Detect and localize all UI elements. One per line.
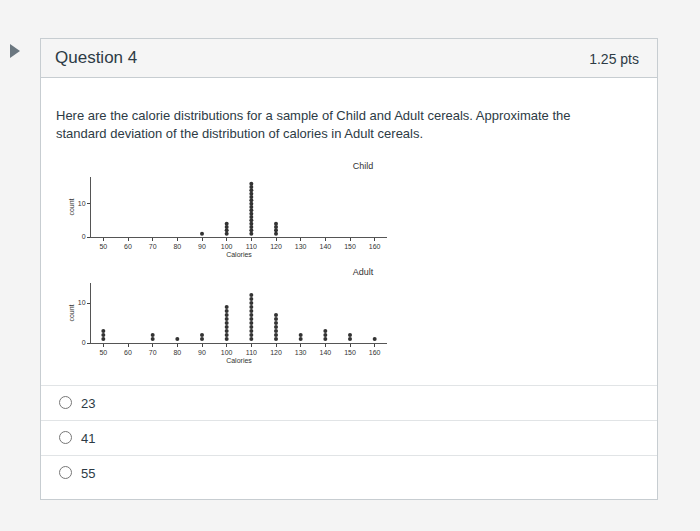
svg-text:50: 50: [99, 349, 107, 356]
svg-text:10: 10: [78, 299, 86, 306]
svg-text:120: 120: [270, 349, 282, 356]
svg-text:80: 80: [173, 349, 181, 356]
svg-text:50: 50: [99, 243, 107, 250]
svg-text:110: 110: [246, 243, 257, 250]
html-text:41: 41: [81, 431, 96, 446]
svg-text:140: 140: [319, 243, 331, 250]
svg-text:70: 70: [149, 349, 157, 356]
svg-text:90: 90: [198, 349, 206, 356]
html-text:Here are the calorie distribut: Here are the calorie distributions for a…: [56, 108, 571, 141]
svg-text:60: 60: [124, 349, 132, 356]
svg-text:80: 80: [173, 243, 181, 250]
svg-text:Calories: Calories: [226, 357, 252, 364]
svg-text:150: 150: [344, 243, 356, 250]
svg-text:120: 120: [270, 243, 282, 250]
svg-text:100: 100: [221, 349, 233, 356]
svg-text:0: 0: [82, 233, 86, 240]
html-text:55: 55: [81, 466, 96, 481]
svg-text:Calories: Calories: [226, 251, 252, 258]
svg-text:0: 0: [82, 339, 86, 346]
html-text:Question 4: Question 4: [55, 48, 138, 67]
svg-text:160: 160: [369, 243, 381, 250]
svg-text:count: count: [68, 304, 75, 321]
html-text:1.25 pts: 1.25 pts: [589, 51, 639, 67]
html-text:23: 23: [81, 396, 96, 411]
svg-text:count: count: [68, 198, 75, 215]
svg-text:Child: Child: [353, 161, 374, 171]
svg-text:Adult: Adult: [353, 267, 374, 277]
svg-text:10: 10: [78, 200, 86, 207]
svg-text:130: 130: [295, 243, 307, 250]
svg-text:160: 160: [369, 349, 381, 356]
svg-text:110: 110: [246, 349, 257, 356]
svg-text:90: 90: [198, 243, 206, 250]
svg-text:130: 130: [295, 349, 307, 356]
svg-text:140: 140: [319, 349, 331, 356]
svg-text:60: 60: [124, 243, 132, 250]
svg-text:150: 150: [344, 349, 356, 356]
svg-text:70: 70: [149, 243, 157, 250]
svg-text:100: 100: [221, 243, 233, 250]
